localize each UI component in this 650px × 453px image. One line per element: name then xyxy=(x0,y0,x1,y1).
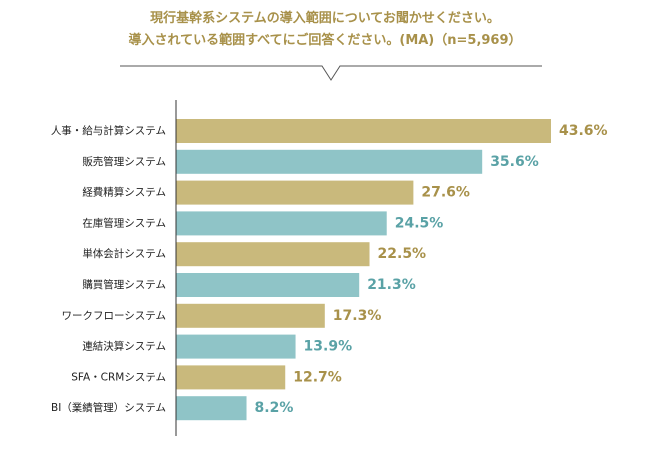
question-callout-pointer xyxy=(120,65,542,81)
category-label-9: BI（業績管理）システム xyxy=(51,401,166,414)
category-label-7: 連結決算システム xyxy=(82,340,166,353)
bar-2 xyxy=(176,180,414,205)
category-label-6: ワークフローシステム xyxy=(62,310,166,322)
bar-9 xyxy=(176,396,247,421)
survey-question: 現行基幹系システムの導入範囲についてお聞かせください。 導入されている範囲すべて… xyxy=(0,8,650,52)
value-label-5: 21.3% xyxy=(367,277,416,293)
callout-line xyxy=(120,65,542,81)
category-label-0: 人事・給与計算システム xyxy=(51,124,166,137)
value-label-2: 27.6% xyxy=(421,185,470,201)
bar-6 xyxy=(176,303,325,328)
bar-3 xyxy=(176,211,387,236)
category-label-3: 在庫管理システム xyxy=(82,216,166,229)
value-label-6: 17.3% xyxy=(333,308,382,324)
category-label-2: 経費精算システム xyxy=(82,186,166,199)
category-label-1: 販売管理システム xyxy=(82,155,166,168)
bar-8 xyxy=(176,365,286,390)
question-line-2: 導入されている範囲すべてにご回答ください。(MA)（n=5,969） xyxy=(128,33,522,48)
value-label-9: 8.2% xyxy=(255,400,294,416)
category-label-5: 購買管理システム xyxy=(82,278,166,291)
bar-4 xyxy=(176,242,370,267)
question-line-1: 現行基幹系システムの導入範囲についてお聞かせください。 xyxy=(150,11,500,26)
value-label-1: 35.6% xyxy=(490,154,539,170)
value-label-0: 43.6% xyxy=(559,123,608,139)
value-label-8: 12.7% xyxy=(293,369,342,385)
bar-5 xyxy=(176,273,360,297)
bar-0 xyxy=(176,119,551,143)
bars-layer: 人事・給与計算システム 43.6% 販売管理システム 35.6% 経費精算システム 27.… xyxy=(51,119,608,421)
value-label-7: 13.9% xyxy=(304,339,353,355)
bar-1 xyxy=(176,149,483,174)
bar-7 xyxy=(176,334,296,359)
category-label-8: SFA・CRMシステム xyxy=(71,371,166,383)
value-label-4: 22.5% xyxy=(378,246,427,262)
category-label-4: 単体会計システム xyxy=(82,247,166,260)
value-label-3: 24.5% xyxy=(395,215,444,231)
